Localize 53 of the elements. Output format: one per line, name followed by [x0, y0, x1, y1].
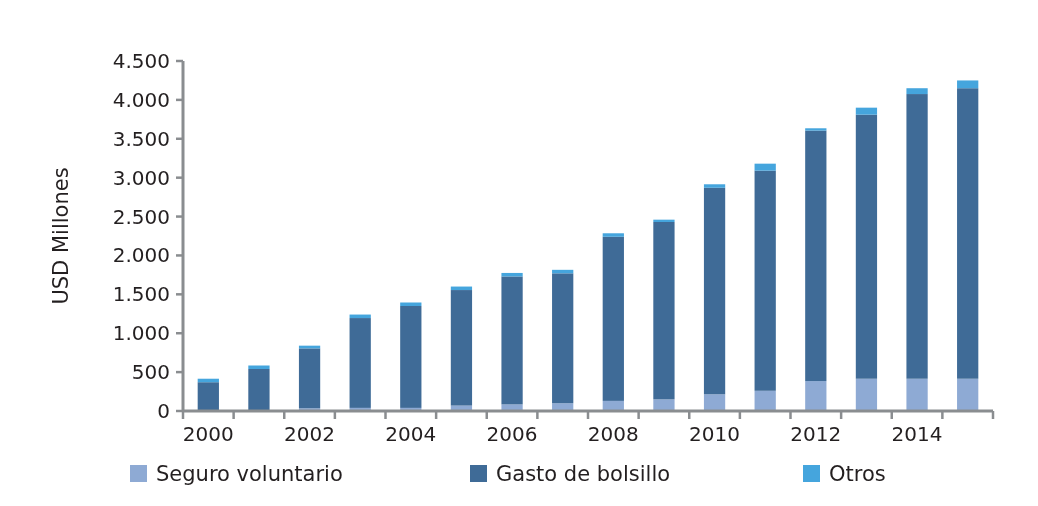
y-tick-label: 2.500	[112, 204, 170, 229]
bar	[906, 378, 928, 411]
x-tick-label: 2000	[182, 422, 234, 446]
x-tick-label: 2002	[284, 422, 336, 446]
bar	[805, 130, 827, 382]
bar	[653, 222, 675, 400]
bar	[703, 187, 726, 395]
bar	[450, 290, 473, 406]
bar	[957, 378, 979, 411]
bar	[805, 128, 827, 131]
bar	[703, 394, 726, 411]
bar	[855, 378, 878, 411]
bar	[602, 236, 624, 401]
x-tick-label: 2012	[790, 422, 842, 446]
bar	[298, 348, 321, 409]
y-tick-label: 0	[157, 399, 170, 423]
bar	[349, 318, 371, 408]
y-tick-label: 4.000	[112, 87, 170, 112]
y-tick-label: 1.000	[112, 321, 170, 346]
y-tick-label: 1.500	[112, 282, 170, 307]
y-tick-label: 4.500	[112, 49, 170, 73]
y-tick-label: 3.500	[112, 126, 170, 151]
bar	[501, 276, 523, 405]
bar	[552, 273, 574, 404]
legend-label: Otros	[829, 462, 886, 487]
y-tick-label: 2.000	[112, 243, 170, 268]
x-tick-label: 2014	[891, 422, 943, 446]
y-tick-label: 500	[131, 360, 170, 385]
legend-label: Seguro voluntario	[156, 462, 343, 487]
bar	[754, 390, 776, 411]
bar	[754, 170, 776, 391]
bar	[754, 163, 776, 171]
bar	[703, 184, 726, 188]
bar	[805, 381, 827, 411]
bar	[957, 88, 979, 379]
bar	[906, 88, 928, 95]
bar	[906, 94, 928, 379]
bar	[400, 306, 422, 408]
bar	[602, 233, 624, 237]
x-tick-label: 2004	[385, 422, 437, 446]
bar	[855, 107, 878, 115]
x-tick-label: 2010	[689, 422, 741, 446]
legend-label: Gasto de bolsillo	[496, 462, 671, 487]
x-tick-label: 2006	[486, 422, 538, 446]
bar	[855, 114, 878, 379]
bar	[197, 382, 219, 411]
bar	[501, 404, 523, 411]
x-tick-label: 2008	[587, 422, 639, 446]
bar	[248, 369, 270, 411]
y-tick-label: 3.000	[112, 165, 170, 190]
bar	[957, 80, 979, 89]
bar	[653, 399, 675, 411]
y-axis-title: USD Millones	[49, 167, 73, 305]
